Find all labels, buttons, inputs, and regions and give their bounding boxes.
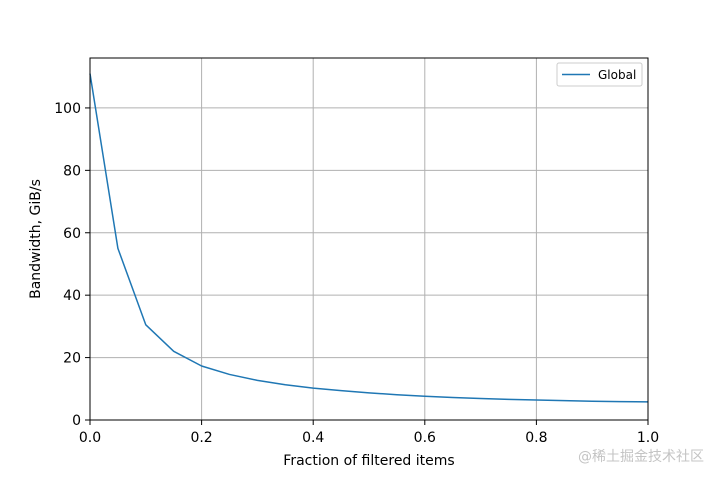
plot-frame — [89, 57, 649, 421]
x-tick-label: 1.0 — [637, 430, 659, 446]
x-tick-label: 0.8 — [525, 430, 547, 446]
legend-label-global: Global — [598, 68, 636, 82]
y-tick-label: 100 — [54, 101, 81, 117]
x-axis-label: Fraction of filtered items — [283, 453, 454, 469]
x-tick-label: 0.0 — [79, 430, 101, 446]
x-tick-label: 0.6 — [414, 430, 436, 446]
legend-box — [556, 62, 643, 87]
x-tick-label: 0.2 — [190, 430, 212, 446]
y-tick-label: 0 — [72, 413, 81, 429]
y-axis-label: Bandwidth, GiB/s — [28, 179, 44, 299]
x-tick-label: 0.4 — [302, 430, 324, 446]
axis-ticks: 0.0 0.2 0.4 0.6 0.8 1.0 0 20 40 60 80 100 — [54, 101, 659, 446]
y-tick-label: 20 — [63, 351, 81, 367]
watermark-text: @稀土掘金技术社区 — [578, 449, 704, 465]
grid-lines — [89, 58, 649, 421]
series-line-global — [89, 73, 649, 403]
y-tick-label: 40 — [63, 288, 81, 304]
legend: Global — [556, 62, 643, 87]
series-layer — [89, 73, 649, 403]
y-tick-label: 60 — [63, 226, 81, 242]
y-tick-label: 80 — [63, 163, 81, 179]
